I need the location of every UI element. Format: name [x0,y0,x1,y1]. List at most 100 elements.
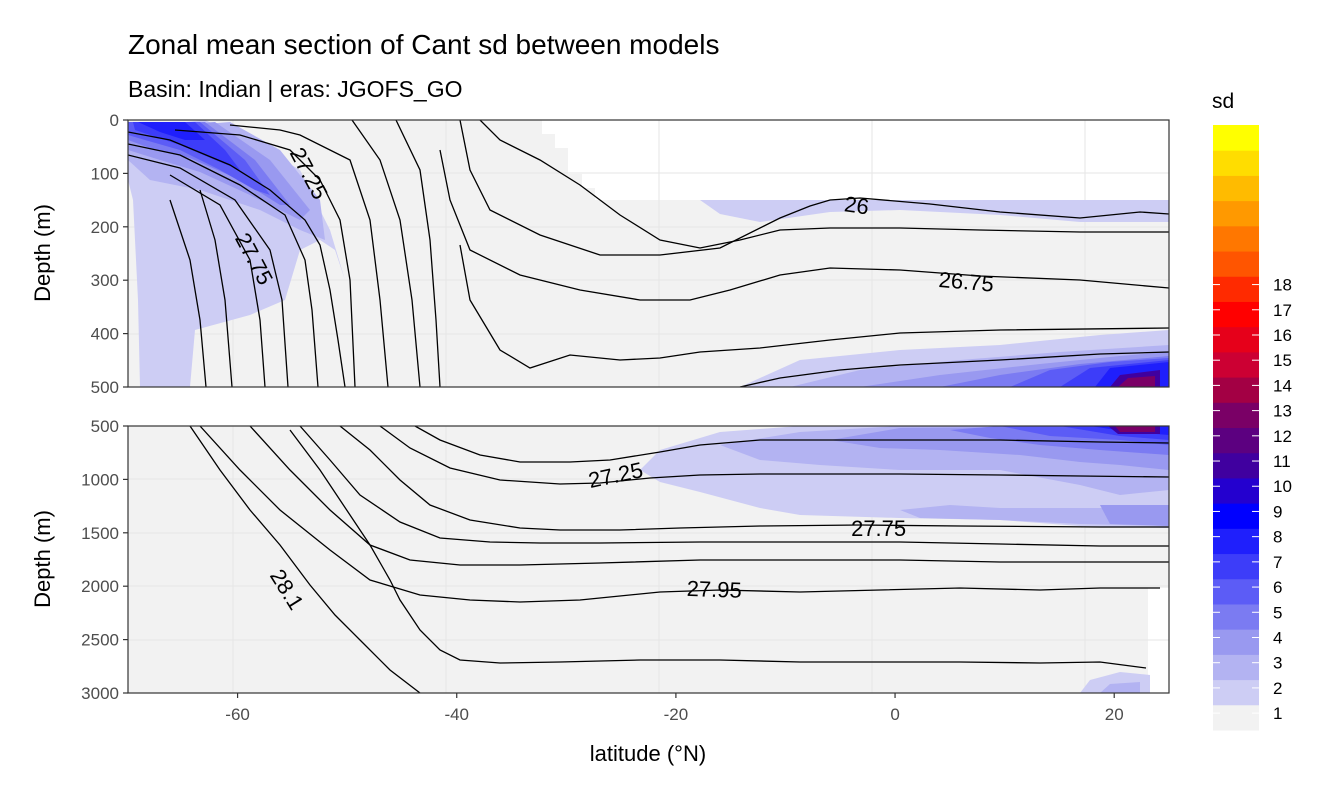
y-axis-label-lower: Depth (m) [30,510,55,608]
contour-line [395,120,441,387]
sd-band-3 [1100,505,1169,526]
y-tick-label: 2000 [81,577,119,596]
contour-line [289,429,1147,669]
y-axis-label-upper: Depth (m) [30,204,55,302]
legend-label: 13 [1273,402,1292,421]
y-tick-label: 500 [91,417,119,436]
x-tick-label: -20 [664,705,689,724]
legend-swatch [1213,679,1259,706]
unmeasured-area [542,120,1169,200]
contour-line [459,120,1169,256]
contour-line [174,129,356,387]
sd-band-10 [1115,426,1155,432]
lower-contours [189,426,1169,693]
legend-swatch [1213,276,1259,302]
contour-label: 26.75 [938,267,995,297]
legend-label: 16 [1273,326,1292,345]
legend-swatch [1213,704,1259,731]
contour-line [199,189,233,387]
legend-swatch [1213,351,1259,378]
legend-swatch [1213,503,1259,529]
legend-label: 9 [1273,502,1282,521]
x-tick-label: -40 [444,705,469,724]
legend-swatch [1213,402,1259,428]
contour-line [351,120,421,387]
legend-swatch [1213,629,1259,655]
sd-band-10 [1118,376,1155,387]
legend-swatch [1213,603,1259,630]
contour-line [229,124,389,387]
legend-label: 7 [1273,553,1282,572]
chart-title: Zonal mean section of Cant sd between mo… [128,29,719,60]
chart-subtitle: Basin: Indian | eras: JGOFS_GO [128,76,463,102]
legend-label: 5 [1273,603,1282,622]
legend-swatch [1213,578,1259,605]
y-tick-label: 100 [91,164,119,183]
y-tick-label: 500 [91,378,119,397]
contour-line [299,426,1169,547]
upper-panel-border [127,119,1170,388]
x-tick-label: 20 [1105,705,1124,724]
x-axis: -60 -40 -20 0 20 [225,693,1124,724]
legend-label: 6 [1273,578,1282,597]
y-tick-label: 2500 [81,631,119,650]
contour-line [169,174,266,387]
y-tick-label: 0 [110,111,119,130]
legend: 18 17 16 15 14 13 12 11 10 9 8 7 6 5 4 3 2 1 [1213,125,1292,731]
legend-label: 10 [1273,477,1292,496]
legend-swatch [1213,553,1259,580]
y-tick-label: 1000 [81,470,119,489]
sd-band-2 [1100,682,1140,693]
legend-label: 15 [1273,351,1292,370]
legend-label: 2 [1273,679,1282,698]
sd-band-5 [128,122,270,195]
contour-label: 26 [843,191,871,219]
legend-swatch [1213,225,1259,252]
contour-line [128,154,289,387]
legend-swatch [1213,251,1259,277]
y-tick-label: 200 [91,218,119,237]
legend-label: 18 [1273,276,1292,295]
contour-line [128,131,346,387]
lower-y-axis: 500 1000 1500 2000 2500 3000 [81,417,128,703]
contour-line [479,120,1169,249]
y-tick-label: 3000 [81,684,119,703]
contour-line [459,244,1169,369]
sd-band-2 [900,505,1169,526]
legend-swatch [1213,427,1259,454]
x-axis-label: latitude (°N) [590,741,706,766]
legend-swatch [1213,477,1259,504]
legend-label: 17 [1273,301,1292,320]
legend-label: 3 [1273,654,1282,673]
y-tick-label: 300 [91,271,119,290]
legend-label: 8 [1273,528,1282,547]
legend-swatch [1213,175,1259,202]
contour-line [249,426,1169,566]
legend-swatch [1213,452,1259,479]
contour-line [414,426,1169,463]
legend-label: 14 [1273,376,1292,395]
legend-label: 12 [1273,427,1292,446]
upper-y-axis: 0 100 200 300 400 500 [91,111,128,397]
contour-line [739,351,1169,387]
contour-line [439,149,1169,301]
lower-panel-border [127,425,1170,694]
x-tick-label: -60 [225,705,250,724]
contour-line [189,426,421,693]
y-tick-label: 400 [91,325,119,344]
contour-line [379,426,1169,485]
legend-swatch [1213,150,1259,176]
upper-contours [128,120,1169,387]
contour-label: 27.75 [851,516,906,541]
contour-line [128,143,319,387]
x-tick-label: 0 [890,705,899,724]
legend-swatch [1213,654,1259,681]
y-tick-label: 1500 [81,524,119,543]
legend-swatch [1213,301,1259,328]
legend-swatch [1213,377,1259,403]
